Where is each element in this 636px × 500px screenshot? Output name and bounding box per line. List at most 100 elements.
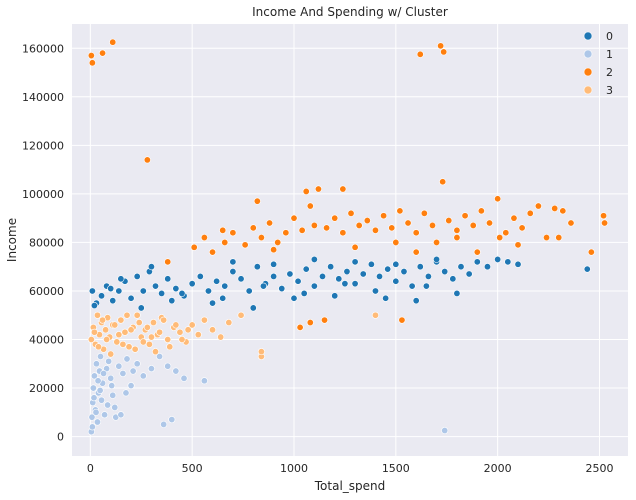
data-point bbox=[237, 275, 245, 283]
data-point bbox=[164, 258, 172, 266]
series-0 bbox=[88, 255, 591, 312]
data-point bbox=[249, 224, 257, 232]
data-point bbox=[428, 221, 436, 229]
data-point bbox=[384, 265, 392, 273]
data-point bbox=[115, 362, 123, 370]
data-point bbox=[107, 285, 115, 293]
data-point bbox=[88, 423, 96, 431]
data-point bbox=[270, 272, 278, 280]
data-point bbox=[486, 219, 494, 227]
data-point bbox=[109, 297, 117, 305]
data-point bbox=[376, 272, 384, 280]
data-point bbox=[219, 294, 227, 302]
data-point bbox=[164, 336, 172, 344]
data-point bbox=[327, 263, 335, 271]
data-point bbox=[109, 38, 117, 46]
plot-background bbox=[72, 24, 628, 456]
data-point bbox=[441, 427, 449, 435]
data-point bbox=[158, 289, 166, 297]
series-1 bbox=[87, 352, 449, 436]
data-point bbox=[94, 377, 102, 385]
data-point bbox=[404, 219, 412, 227]
y-axis-label: Income bbox=[5, 218, 19, 262]
x-tick-label: 2500 bbox=[585, 462, 613, 475]
data-point bbox=[259, 282, 267, 290]
data-point bbox=[331, 214, 339, 222]
data-point bbox=[241, 241, 249, 249]
data-point bbox=[129, 367, 137, 375]
data-point bbox=[335, 275, 343, 283]
data-point bbox=[351, 258, 359, 266]
legend-marker bbox=[583, 31, 593, 41]
data-point bbox=[441, 268, 449, 276]
x-tick-label: 1000 bbox=[280, 462, 308, 475]
data-point bbox=[567, 219, 575, 227]
data-point bbox=[117, 275, 125, 283]
data-point bbox=[156, 352, 164, 360]
data-point bbox=[290, 294, 298, 302]
legend-marker bbox=[583, 85, 593, 95]
data-point bbox=[87, 336, 95, 344]
y-tick-label: 120000 bbox=[22, 139, 64, 152]
data-point bbox=[510, 214, 518, 222]
data-point bbox=[559, 207, 567, 215]
data-point bbox=[424, 272, 432, 280]
data-point bbox=[416, 50, 424, 58]
data-point bbox=[89, 384, 97, 392]
data-point bbox=[127, 382, 135, 390]
data-point bbox=[115, 287, 123, 295]
data-point bbox=[133, 272, 141, 280]
data-point bbox=[282, 229, 290, 237]
data-point bbox=[555, 234, 563, 242]
data-point bbox=[131, 345, 139, 353]
data-point bbox=[286, 270, 294, 278]
data-point bbox=[600, 212, 608, 220]
data-point bbox=[213, 277, 221, 285]
data-point bbox=[97, 352, 105, 360]
chart-title: Income And Spending w/ Cluster bbox=[252, 5, 448, 19]
data-point bbox=[473, 258, 481, 266]
data-point bbox=[388, 224, 396, 232]
data-point bbox=[115, 331, 123, 339]
x-tick-label: 2000 bbox=[484, 462, 512, 475]
data-point bbox=[341, 280, 349, 288]
data-point bbox=[412, 229, 420, 237]
data-point bbox=[160, 420, 168, 428]
data-point bbox=[164, 275, 172, 283]
data-point bbox=[300, 289, 308, 297]
data-point bbox=[133, 360, 141, 368]
data-point bbox=[371, 311, 379, 319]
data-point bbox=[88, 413, 96, 421]
x-ticks: 0 500 1000 1500 2000 2500 bbox=[87, 462, 614, 475]
data-point bbox=[400, 268, 408, 276]
y-tick-label: 100000 bbox=[22, 188, 64, 201]
data-point bbox=[351, 243, 359, 251]
data-point bbox=[149, 319, 157, 327]
data-point bbox=[164, 362, 172, 370]
data-point bbox=[290, 214, 298, 222]
data-point bbox=[117, 411, 125, 419]
data-point bbox=[188, 280, 196, 288]
data-point bbox=[310, 255, 318, 263]
data-point bbox=[209, 248, 217, 256]
data-point bbox=[392, 260, 400, 268]
data-point bbox=[172, 285, 180, 293]
legend: 0 1 2 3 bbox=[583, 30, 613, 97]
data-point bbox=[331, 292, 339, 300]
data-point bbox=[237, 311, 245, 319]
data-point bbox=[105, 357, 113, 365]
data-point bbox=[96, 386, 104, 394]
data-point bbox=[420, 209, 428, 217]
data-point bbox=[100, 369, 108, 377]
data-point bbox=[453, 234, 461, 242]
data-point bbox=[101, 411, 109, 419]
data-point bbox=[152, 348, 160, 356]
data-point bbox=[396, 207, 404, 215]
data-point bbox=[147, 365, 155, 373]
data-point bbox=[412, 248, 420, 256]
data-point bbox=[93, 418, 101, 426]
y-tick-label: 40000 bbox=[29, 334, 64, 347]
legend-label: 1 bbox=[606, 48, 613, 61]
data-point bbox=[445, 217, 453, 225]
data-point bbox=[172, 321, 180, 329]
